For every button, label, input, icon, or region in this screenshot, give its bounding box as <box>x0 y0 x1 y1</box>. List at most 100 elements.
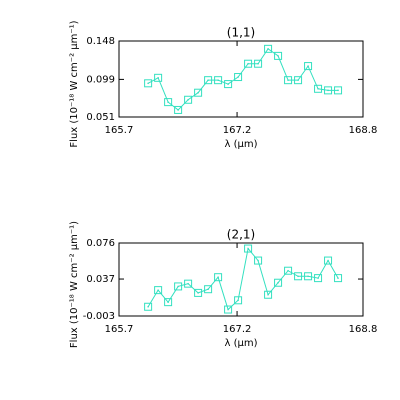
marker-dot <box>237 76 239 78</box>
marker <box>244 244 253 253</box>
marker-dot <box>317 277 319 279</box>
marker-dot <box>167 101 169 103</box>
marker <box>194 88 203 97</box>
marker <box>214 273 223 282</box>
marker <box>294 76 303 85</box>
marker-dot <box>327 259 329 262</box>
marker-dot <box>267 48 269 50</box>
marker <box>154 73 163 82</box>
marker <box>164 298 173 307</box>
marker-dot <box>227 308 229 311</box>
marker-dot <box>287 269 289 272</box>
marker-dot <box>277 55 279 57</box>
marker <box>314 274 323 283</box>
marker <box>244 59 253 68</box>
marker <box>174 282 183 291</box>
marker-dot <box>197 292 199 294</box>
marker-dot <box>307 65 309 67</box>
x-tick-label: 167.2 <box>223 125 252 136</box>
marker <box>224 80 233 89</box>
marker <box>324 256 333 265</box>
marker <box>144 302 153 311</box>
marker <box>214 76 223 85</box>
y-tick-label: 0.148 <box>86 36 115 47</box>
marker <box>284 76 293 85</box>
marker-dot <box>167 301 169 303</box>
marker-dot <box>287 79 289 81</box>
marker-dot <box>187 282 189 285</box>
marker <box>184 279 193 288</box>
marker <box>154 286 163 295</box>
marker-dot <box>297 275 299 278</box>
marker <box>184 95 193 104</box>
marker-dot <box>207 288 209 291</box>
y-tick-label: 0.099 <box>86 74 115 85</box>
marker <box>304 62 313 71</box>
marker-dot <box>257 62 259 65</box>
y-tick-label: 0.051 <box>86 112 115 123</box>
marker <box>234 296 243 305</box>
marker-dot <box>257 259 259 262</box>
marker <box>144 79 153 88</box>
x-axis-label: λ (μm) <box>224 139 257 150</box>
marker-dot <box>217 79 219 81</box>
marker <box>174 105 183 114</box>
marker <box>294 272 303 281</box>
marker <box>254 59 263 68</box>
marker <box>334 274 343 283</box>
x-tick-label: 168.8 <box>349 125 378 136</box>
marker-dot <box>277 281 279 284</box>
marker-dot <box>317 87 319 90</box>
series-line <box>147 48 339 111</box>
marker <box>204 285 213 294</box>
marker <box>204 76 213 85</box>
marker <box>234 73 243 82</box>
marker-dot <box>337 277 339 279</box>
marker <box>334 86 343 95</box>
marker <box>274 278 283 287</box>
y-tick-label: -0.003 <box>83 311 115 322</box>
marker-dot <box>157 77 159 79</box>
x-tick-label: 167.2 <box>223 324 252 335</box>
marker-dot <box>247 62 249 65</box>
marker-dot <box>307 275 309 278</box>
marker <box>264 290 273 299</box>
y-tick-label: 0.076 <box>86 238 115 249</box>
x-tick-label: 165.7 <box>105 324 134 335</box>
marker <box>254 256 263 265</box>
marker <box>194 288 203 297</box>
marker-dot <box>337 89 339 92</box>
y-axis-label: Flux (10⁻¹⁸ W cm⁻² μm⁻¹) <box>69 20 80 147</box>
marker-dot <box>147 82 149 85</box>
marker-dot <box>327 89 329 92</box>
marker <box>224 305 233 314</box>
x-axis-label: λ (μm) <box>224 338 257 349</box>
marker-dot <box>187 98 189 101</box>
marker-dot <box>247 247 249 250</box>
marker-dot <box>197 91 199 94</box>
marker <box>284 266 293 275</box>
y-tick-label: 0.037 <box>86 274 115 285</box>
series-line <box>147 247 339 311</box>
marker-dot <box>157 289 159 291</box>
marker-dot <box>237 299 239 302</box>
marker-dot <box>207 79 209 81</box>
panel-title: (2,1) <box>227 228 255 242</box>
marker <box>314 84 323 93</box>
marker <box>274 51 283 60</box>
marker <box>324 86 333 95</box>
marker <box>264 44 273 53</box>
marker <box>164 98 173 107</box>
panel-title: (1,1) <box>227 26 255 40</box>
marker-dot <box>177 285 179 288</box>
marker-dot <box>227 83 229 85</box>
x-tick-label: 168.8 <box>349 324 378 335</box>
marker <box>304 272 313 281</box>
plot-frame <box>118 242 364 317</box>
marker-dot <box>147 305 149 308</box>
marker-dot <box>267 293 269 296</box>
marker-dot <box>217 276 219 278</box>
marker-dot <box>297 79 299 81</box>
x-tick-label: 165.7 <box>105 125 134 136</box>
